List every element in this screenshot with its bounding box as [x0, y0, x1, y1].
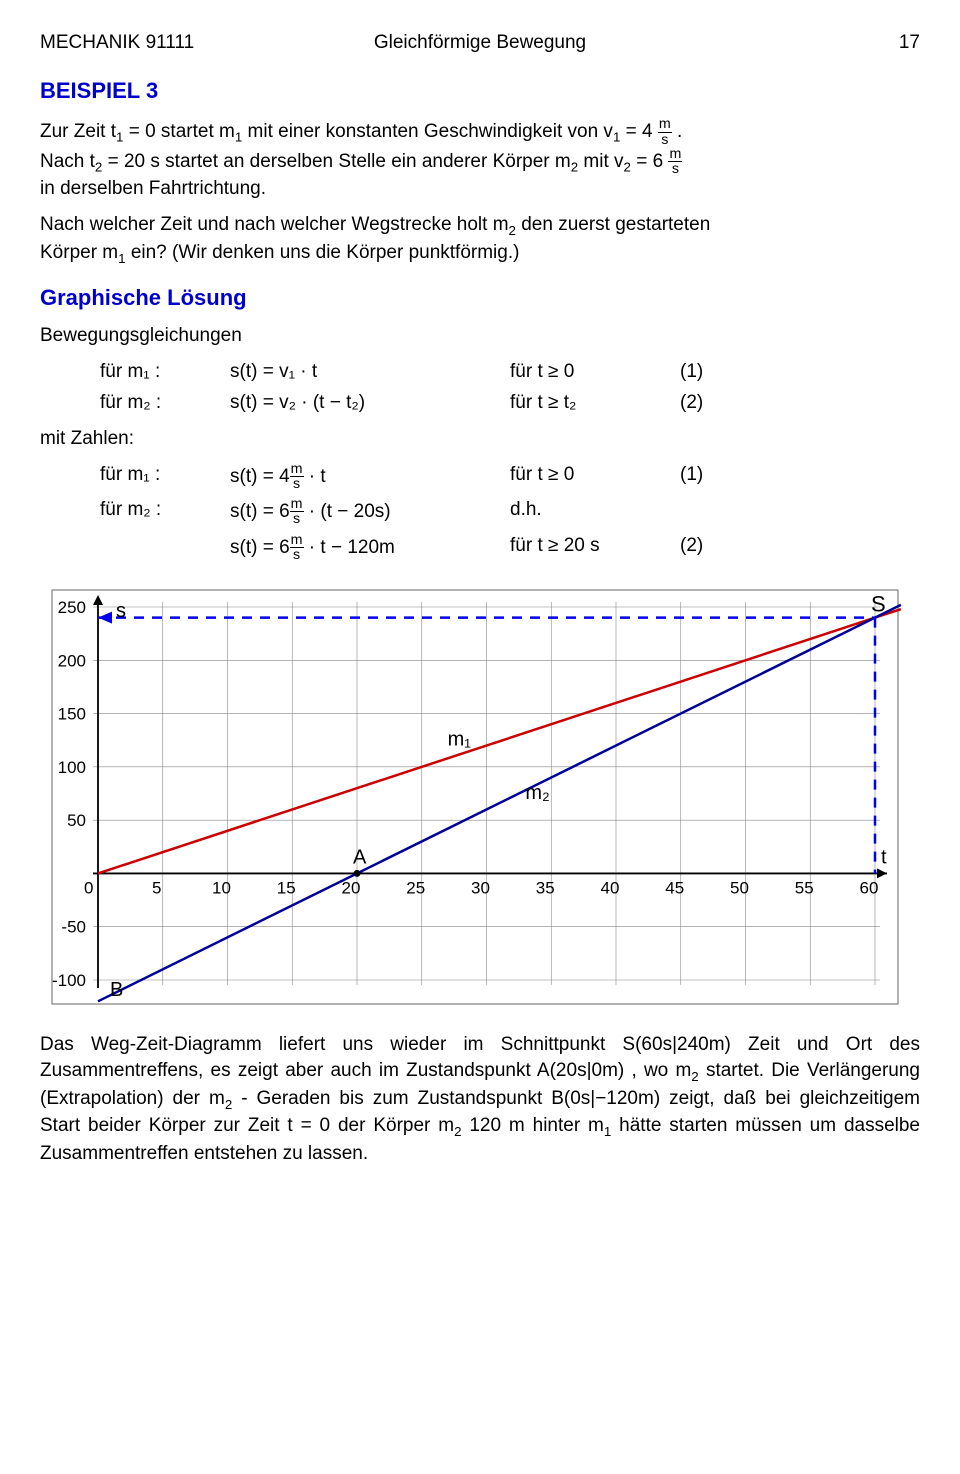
subheading-bewegung: Bewegungsgleichungen: [40, 323, 920, 349]
txt: Nach t: [40, 151, 95, 172]
eq-expr: s(t) = v₂ · (t − t₂): [230, 390, 510, 416]
svg-text:40: 40: [601, 879, 620, 898]
conclusion: Das Weg-Zeit-Diagramm liefert uns wieder…: [40, 1032, 920, 1166]
eq-num: (2): [680, 390, 730, 416]
txt: den zuerst gestarteten: [521, 214, 710, 235]
svg-text:A: A: [353, 847, 367, 869]
eq-expr: s(t) = 4ms · t: [230, 462, 510, 492]
txt: mit v: [583, 151, 623, 172]
eq-label: für m₂ :: [100, 390, 230, 416]
weg-zeit-diagramm: 0 5 10 15 20 25 30 35 40 45 50 55 60 -100 -50 50 100 150 2…: [40, 582, 920, 1012]
svg-text:50: 50: [730, 879, 749, 898]
page-header: MECHANIK 91111 Gleichförmige Bewegung 17: [40, 30, 920, 56]
heading-beispiel: BEISPIEL 3: [40, 76, 920, 106]
question: Nach welcher Zeit und nach welcher Wegst…: [40, 212, 920, 267]
eq-expr: s(t) = 6ms · t − 120m: [230, 533, 510, 563]
svg-text:250: 250: [58, 598, 86, 617]
eq-expr: s(t) = 6ms · (t − 20s): [230, 497, 510, 527]
eq-cond: für t ≥ 20 s: [510, 533, 680, 563]
heading-graphische: Graphische Lösung: [40, 283, 920, 313]
svg-text:55: 55: [795, 879, 814, 898]
eq-num: (1): [680, 359, 730, 385]
txt: .: [677, 121, 682, 142]
txt: = 0 startet m: [129, 121, 235, 142]
eq-label: für m₁ :: [100, 462, 230, 492]
equations-symbolic: für m₁ : s(t) = v₁ · t für t ≥ 0 (1) für…: [100, 359, 920, 416]
intro-line1: Zur Zeit t1 = 0 startet m1 mit einer kon…: [40, 117, 920, 202]
txt: ein? (Wir denken uns die Körper punktför…: [131, 242, 520, 263]
svg-text:-50: -50: [61, 918, 86, 937]
txt: mit einer konstanten Geschwindigkeit von…: [248, 121, 613, 142]
eq-cond: für t ≥ t₂: [510, 390, 680, 416]
svg-text:45: 45: [665, 879, 684, 898]
txt: Zur Zeit t: [40, 121, 116, 142]
eq-cond: für t ≥ 0: [510, 462, 680, 492]
txt: = 20 s startet an derselben Stelle ein a…: [108, 151, 571, 172]
svg-text:S: S: [871, 592, 886, 617]
svg-text:20: 20: [342, 879, 361, 898]
svg-text:m₂: m₂: [525, 782, 549, 804]
eq-num: (1): [680, 462, 730, 492]
svg-text:0: 0: [84, 879, 93, 898]
header-right: 17: [630, 30, 920, 56]
txt: = 4: [626, 121, 653, 142]
svg-text:10: 10: [212, 879, 231, 898]
txt: = 6: [636, 151, 663, 172]
equations-numeric: für m₁ : s(t) = 4ms · t für t ≥ 0 (1) fü…: [100, 462, 920, 563]
svg-text:60: 60: [860, 879, 879, 898]
svg-text:s: s: [116, 600, 126, 622]
txt: Körper m: [40, 242, 118, 263]
mit-zahlen: mit Zahlen:: [40, 426, 920, 452]
svg-text:30: 30: [471, 879, 490, 898]
chart-svg: 0 5 10 15 20 25 30 35 40 45 50 55 60 -100 -50 50 100 150 2…: [40, 582, 910, 1012]
svg-text:25: 25: [406, 879, 425, 898]
eq-expr: s(t) = v₁ · t: [230, 359, 510, 385]
svg-text:t: t: [881, 847, 887, 869]
svg-text:m₁: m₁: [448, 729, 472, 751]
svg-text:150: 150: [58, 705, 86, 724]
eq-label: für m₂ :: [100, 497, 230, 527]
eq-cond: d.h.: [510, 497, 680, 527]
svg-text:B: B: [110, 979, 123, 1001]
svg-text:5: 5: [152, 879, 161, 898]
svg-text:50: 50: [67, 811, 86, 830]
eq-cond: für t ≥ 0: [510, 359, 680, 385]
txt: 120 m hinter m: [469, 1115, 604, 1136]
eq-num: (2): [680, 533, 730, 563]
svg-text:200: 200: [58, 651, 86, 670]
svg-text:35: 35: [536, 879, 555, 898]
header-left: MECHANIK 91111: [40, 30, 330, 56]
svg-text:15: 15: [277, 879, 296, 898]
txt: in derselben Fahrtrichtung.: [40, 178, 266, 199]
svg-text:100: 100: [58, 758, 86, 777]
txt: Nach welcher Zeit und nach welcher Wegst…: [40, 214, 509, 235]
svg-text:-100: -100: [52, 971, 86, 990]
eq-label: für m₁ :: [100, 359, 230, 385]
header-center: Gleichförmige Bewegung: [335, 30, 625, 56]
